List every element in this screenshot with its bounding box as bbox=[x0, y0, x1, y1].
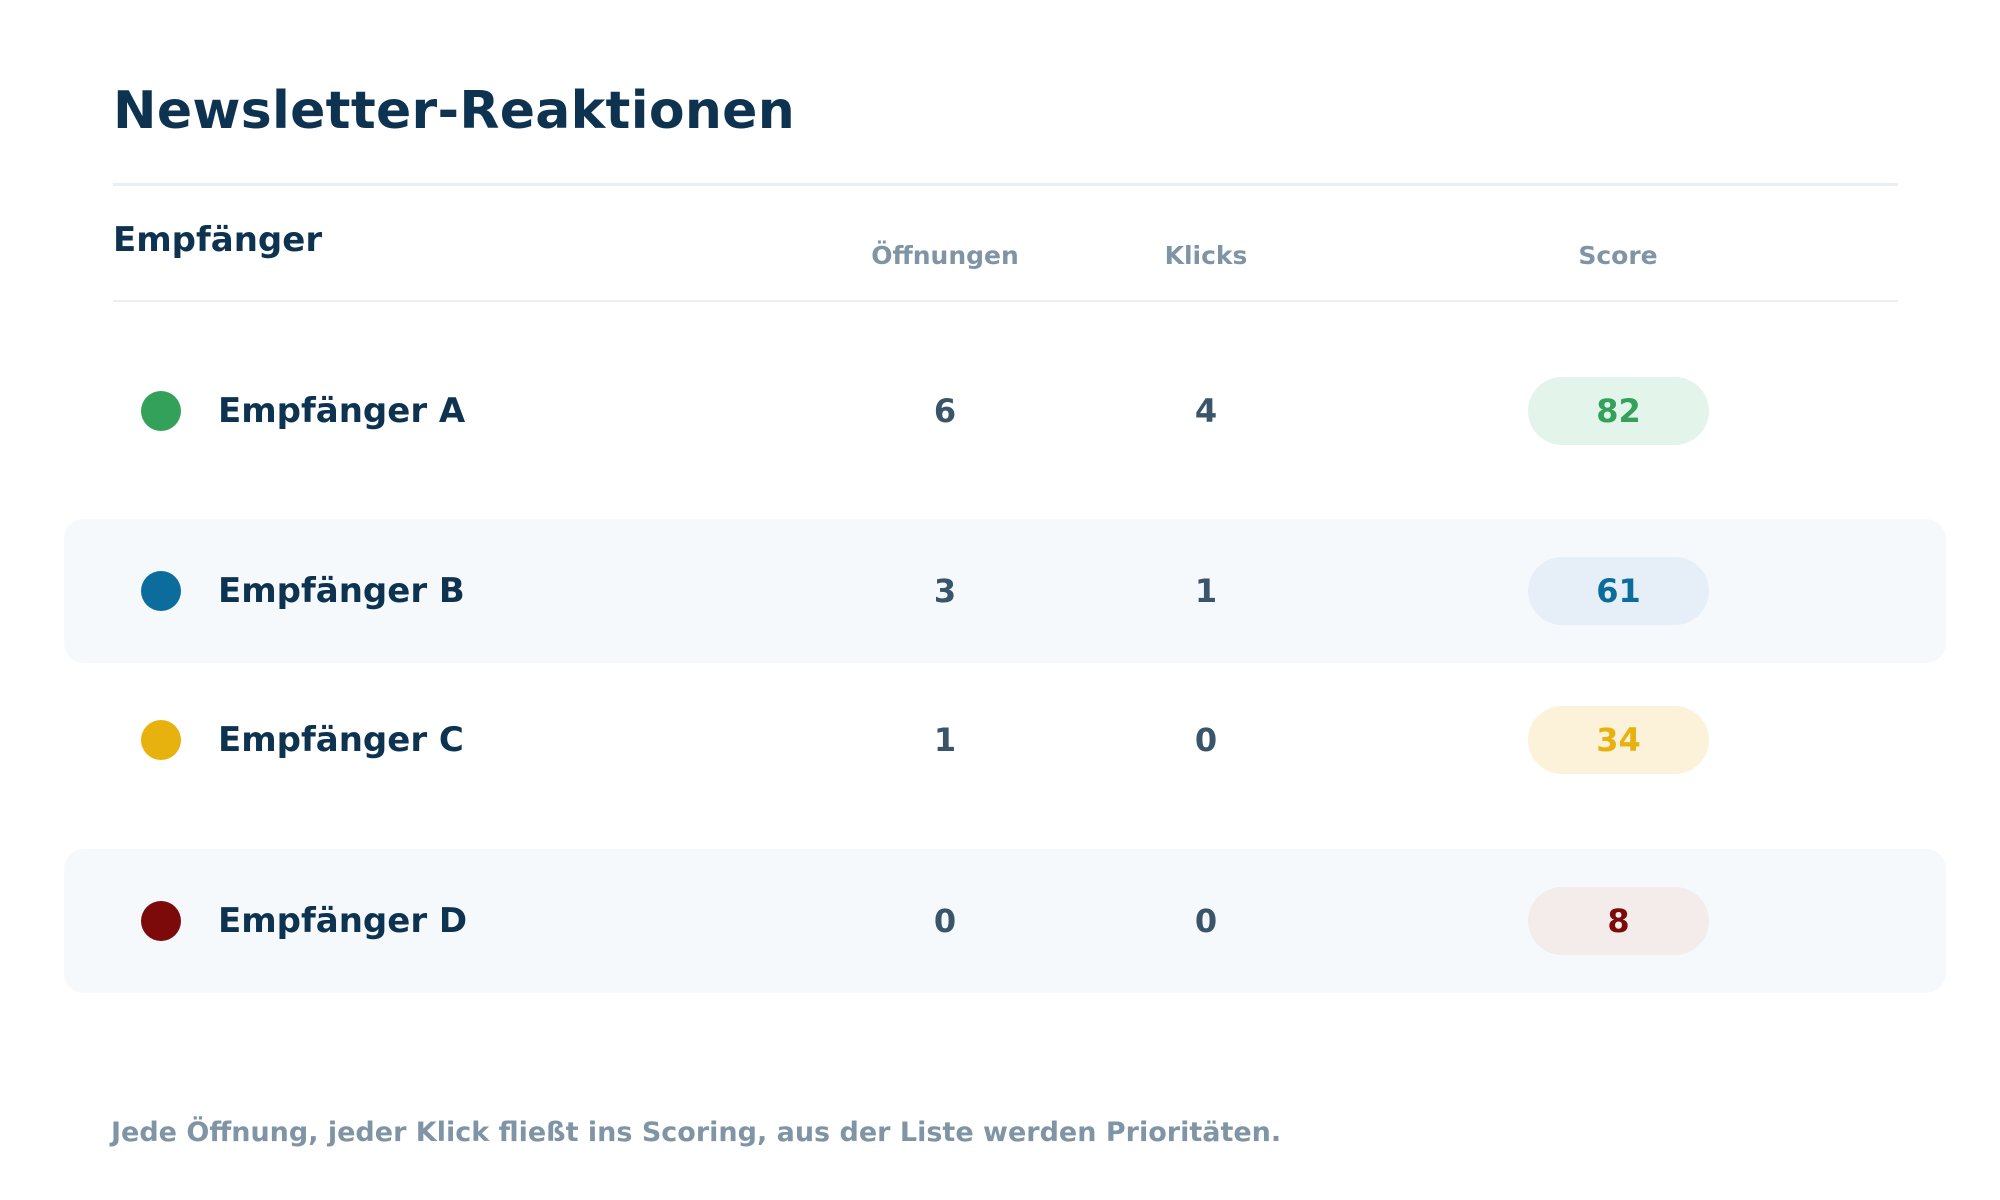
opens-value: 6 bbox=[933, 392, 957, 430]
clicks-value: 1 bbox=[1194, 572, 1218, 610]
clicks-value: 0 bbox=[1194, 721, 1218, 759]
header-divider bbox=[113, 300, 1898, 302]
opens-value: 0 bbox=[933, 902, 957, 940]
opens-value: 1 bbox=[933, 721, 957, 759]
score-badge: 82 bbox=[1528, 377, 1709, 445]
footer-note: Jede Öffnung, jeder Klick fließt ins Sco… bbox=[111, 1117, 1282, 1148]
table-row[interactable]: Empfänger B 3 1 61 bbox=[64, 519, 1946, 663]
recipient-name: Empfänger D bbox=[218, 901, 468, 941]
clicks-value: 0 bbox=[1194, 902, 1218, 940]
title-divider bbox=[113, 183, 1898, 186]
recipient-name: Empfänger B bbox=[218, 571, 465, 611]
clicks-value: 4 bbox=[1194, 392, 1218, 430]
score-badge: 8 bbox=[1528, 887, 1709, 955]
status-dot bbox=[141, 391, 181, 431]
table-row[interactable]: Empfänger D 0 0 8 bbox=[64, 849, 1946, 993]
opens-value: 3 bbox=[933, 572, 957, 610]
column-header-score[interactable]: Score bbox=[1578, 241, 1658, 270]
table-row[interactable]: Empfänger A 6 4 82 bbox=[64, 339, 1946, 483]
recipient-name: Empfänger A bbox=[218, 391, 466, 431]
recipient-name: Empfänger C bbox=[218, 720, 464, 760]
table-row[interactable]: Empfänger C 1 0 34 bbox=[64, 668, 1946, 812]
column-header-opens[interactable]: Öffnungen bbox=[871, 241, 1019, 270]
status-dot bbox=[141, 901, 181, 941]
score-badge: 61 bbox=[1528, 557, 1709, 625]
page-title: Newsletter-Reaktionen bbox=[113, 81, 796, 141]
status-dot bbox=[141, 720, 181, 760]
column-header-recipient[interactable]: Empfänger bbox=[113, 220, 323, 260]
status-dot bbox=[141, 571, 181, 611]
score-badge: 34 bbox=[1528, 706, 1709, 774]
column-header-clicks[interactable]: Klicks bbox=[1164, 241, 1248, 270]
